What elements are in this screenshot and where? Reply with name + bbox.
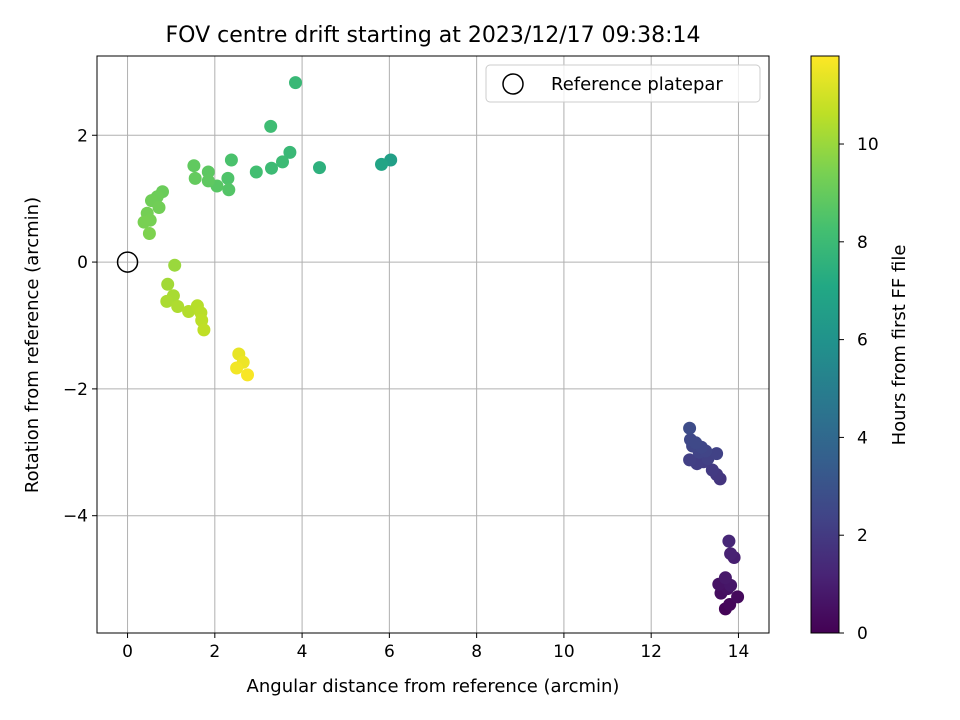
data-point: [722, 534, 736, 548]
plot-frame: [96, 55, 770, 634]
data-point: [137, 215, 151, 229]
y-tick-label: 2: [77, 126, 88, 146]
colorbar-tick-label: 0: [857, 624, 868, 644]
legend-entry-reference: Reference platepar: [551, 74, 723, 95]
colorbar-gradient: [810, 55, 840, 634]
x-axis-label: Angular distance from reference (arcmin): [247, 676, 620, 697]
data-point: [375, 157, 388, 171]
y-tick-label: −2: [63, 380, 88, 400]
colorbar-tick-label: 10: [857, 135, 879, 155]
data-point: [201, 174, 215, 188]
data-point: [289, 76, 302, 90]
data-point: [160, 294, 174, 308]
data-point: [718, 571, 732, 585]
data-point: [731, 590, 745, 604]
data-point: [171, 300, 185, 313]
data-point: [710, 447, 724, 461]
x-tick-label: 0: [122, 642, 133, 662]
data-point: [201, 165, 215, 179]
data-point: [724, 547, 738, 561]
colorbar-ticks: 0 2 4 6 8 10: [839, 135, 879, 644]
x-tick-label: 10: [553, 642, 575, 662]
x-tick-label: 12: [640, 642, 662, 662]
y-tick-label: −4: [63, 507, 88, 527]
data-point: [276, 155, 289, 169]
legend: Reference platepar: [485, 64, 761, 103]
colorbar-label: Hours from first FF file: [889, 245, 910, 446]
reference-marker-layer: [116, 251, 139, 273]
data-point: [705, 463, 719, 477]
data-point: [142, 227, 156, 240]
data-point: [197, 323, 211, 337]
x-tick-label: 2: [209, 642, 220, 662]
data-point: [187, 159, 201, 173]
data-point: [241, 368, 254, 382]
data-point: [161, 277, 175, 291]
data-point: [265, 161, 278, 175]
data-point: [264, 119, 278, 133]
data-point: [283, 145, 297, 159]
grid-lines: [97, 56, 769, 633]
data-point: [168, 258, 182, 272]
colorbar-tick-label: 6: [857, 331, 868, 351]
data-point: [313, 161, 326, 175]
data-point: [230, 361, 244, 375]
data-point: [222, 183, 236, 197]
colorbar: 0 2 4 6 8 10 Hours from first FF file: [810, 55, 910, 644]
x-tick-label: 8: [471, 642, 482, 662]
data-point: [188, 171, 202, 185]
data-point: [689, 436, 703, 450]
data-points: [137, 76, 745, 616]
chart-title: FOV centre drift starting at 2023/12/17 …: [166, 23, 701, 48]
x-tick-label: 4: [297, 642, 308, 662]
legend-box: [485, 64, 761, 103]
reference-platepar-marker: [116, 251, 139, 273]
data-point: [152, 201, 166, 214]
data-point: [683, 421, 697, 435]
y-axis-label: Rotation from reference (arcmin): [22, 197, 43, 493]
data-point: [224, 153, 238, 167]
colorbar-tick-label: 8: [857, 233, 868, 253]
x-tick-label: 14: [728, 642, 750, 662]
y-tick-label: 0: [77, 253, 88, 273]
x-axis-ticks: 0 2 4 6 8 10 12 14: [122, 633, 749, 662]
colorbar-tick-label: 2: [857, 526, 868, 546]
x-tick-label: 6: [384, 642, 395, 662]
data-point: [221, 171, 235, 185]
legend-marker-icon: [502, 73, 524, 95]
data-point: [249, 165, 263, 179]
data-point: [683, 453, 697, 467]
y-axis-ticks: −4 −2 0 2: [63, 126, 97, 527]
colorbar-tick-label: 4: [857, 428, 868, 448]
